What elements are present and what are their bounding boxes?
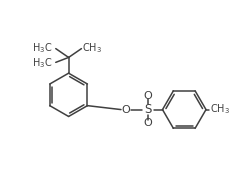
Text: CH$_3$: CH$_3$	[210, 103, 230, 116]
Text: O: O	[121, 105, 130, 115]
Text: CH$_3$: CH$_3$	[82, 41, 102, 55]
Text: O: O	[143, 91, 152, 101]
Text: H$_3$C: H$_3$C	[32, 41, 53, 55]
Text: S: S	[144, 103, 151, 116]
Text: H$_3$C: H$_3$C	[32, 56, 53, 70]
Text: O: O	[143, 118, 152, 128]
